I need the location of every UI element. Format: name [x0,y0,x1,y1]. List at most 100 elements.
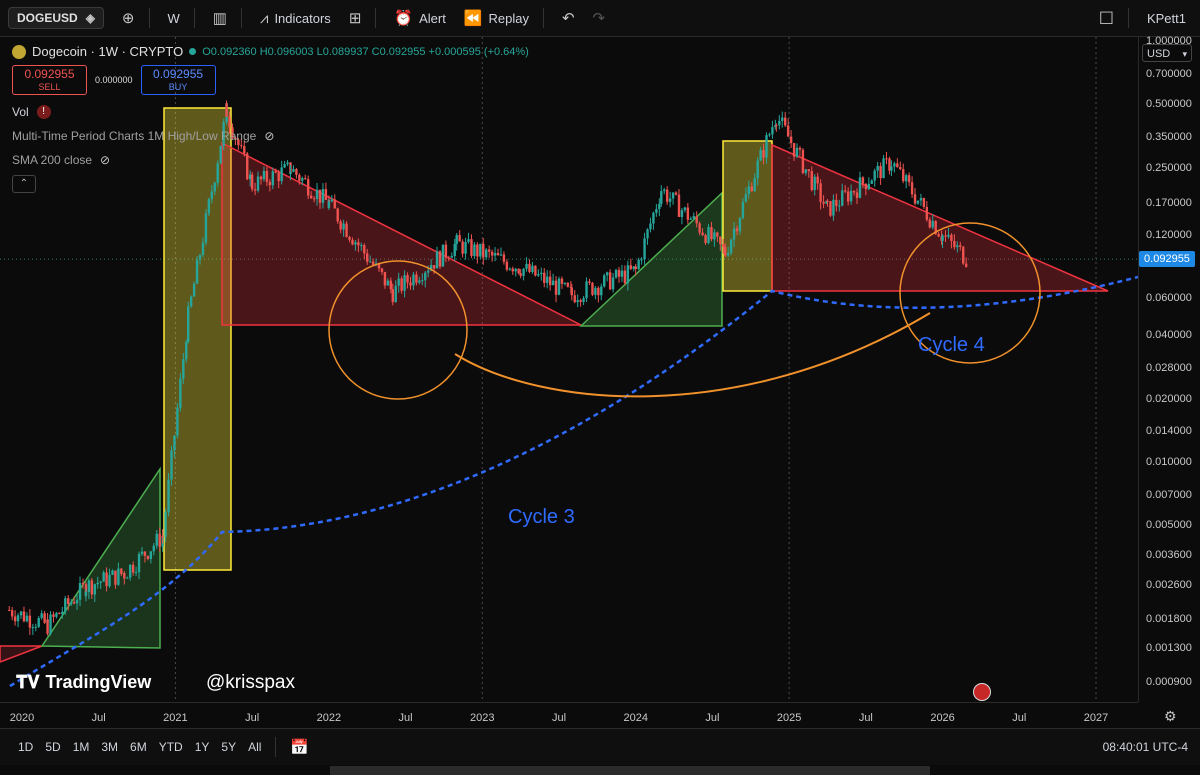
candle-body [366,253,369,262]
price-tick: 0.002600 [1146,579,1192,592]
time-label: 2020 [9,712,35,724]
indicator-sma[interactable]: SMA 200 close ⊘ [12,153,529,167]
candle-body [253,189,257,191]
candle-body [243,146,246,154]
candle-body [426,270,430,273]
candle-body [569,286,573,288]
candle-body [409,282,412,286]
price-tick: 0.700000 [1146,67,1192,80]
us-flag-icon[interactable] [973,683,991,701]
candle-body [605,272,609,276]
user-menu[interactable]: KPett1 [1146,10,1186,26]
candle-body [632,266,635,269]
candle-body [78,583,82,600]
candle-body [383,271,387,286]
candle-body [916,200,920,204]
candle-body [759,149,762,161]
candle-body [377,263,381,269]
time-label: Jul [551,712,567,724]
candle-body [179,378,182,408]
candle-body [876,165,879,171]
buy-button[interactable]: 0.092955 BUY [140,65,216,95]
market-open-icon [189,48,197,55]
redo-button[interactable]: ↷ [593,11,606,26]
price-tick: 1.000000 [1146,35,1192,47]
candle-body [75,599,79,604]
candle-body [286,162,289,165]
price-chart[interactable] [0,37,1138,702]
cycle-arc [454,312,931,398]
candle-body [424,272,427,281]
candle-body [240,145,243,147]
candle-body [55,612,58,617]
candle-body [826,200,829,202]
range-button-1m[interactable]: 1M [72,740,90,754]
candle-body [849,190,853,202]
candle-body [858,177,862,198]
time-axis[interactable]: 2020 Jul 2021 Jul 2022 Jul 2023 Jul 2024 Jul 2025 J… [0,702,1138,729]
candle-body [888,158,891,171]
candle-body [348,236,351,240]
templates-button[interactable]: ⊞ [349,11,362,26]
indicators-button[interactable]: ⩘ Indicators [260,11,331,26]
currency-selector[interactable]: USD ▾ [1142,44,1192,62]
candle-body [775,125,778,127]
candle-body [479,243,482,257]
candle-body [719,236,722,245]
green-triangle-2020 [40,466,161,649]
lower-strip [330,766,930,775]
gear-icon[interactable]: ⚙ [1164,708,1177,724]
candle-body [816,176,819,184]
candle-body [511,268,514,272]
range-button-1d[interactable]: 1D [18,740,34,754]
replay-button[interactable]: ⏪ Replay [464,11,529,26]
symbol-search-button[interactable]: DOGEUSD ◈ [8,7,104,29]
candle-body [327,201,331,208]
candle-body [298,174,301,181]
indicator-mtp[interactable]: Multi-Time Period Charts 1M High/Low Ran… [12,129,529,143]
candle-body [482,243,485,258]
candle-body [167,479,170,513]
date-range-button[interactable]: 📅 [290,740,309,755]
candle-body [726,252,730,256]
sell-button[interactable]: 0.092955 SELL [12,65,87,95]
candle-body [464,241,467,254]
range-button-5d[interactable]: 5D [45,740,61,754]
candle-body [716,232,719,237]
layout-button[interactable]: ☐ [1099,10,1114,27]
candle-body [318,189,322,203]
candle-body [732,228,736,240]
candle-body [345,223,348,237]
candle-body [879,165,882,179]
candle-body [904,175,908,182]
candle-body [789,136,793,144]
eye-hidden-icon: ⊘ [264,129,275,143]
candle-body [371,261,375,265]
range-button-ytd[interactable]: YTD [158,740,183,754]
candle-body [412,274,415,286]
candle-body [185,342,188,360]
candle-body [611,277,615,290]
price-axis[interactable] [1138,37,1200,702]
range-button-all[interactable]: All [248,740,262,754]
candle-body [499,254,503,256]
dogecoin-icon [12,44,26,59]
candle-body [268,181,272,186]
candle-body [907,175,911,183]
collapse-legend-button[interactable]: ⌃ [12,175,36,193]
interval-button[interactable]: W [167,10,180,26]
time-label: 2023 [470,712,495,724]
range-button-5y[interactable]: 5Y [221,740,237,754]
candle-body [438,251,442,267]
range-button-3m[interactable]: 3M [101,740,119,754]
range-button-1y[interactable]: 1Y [194,740,210,754]
alert-button[interactable]: ⏰ Alert [394,11,445,26]
add-symbol-button[interactable]: ⊕ [122,11,135,26]
time-label: 2026 [930,712,955,724]
separator [1127,8,1129,28]
undo-button[interactable]: ↶ [562,11,575,26]
indicator-vol[interactable]: Vol ! [12,105,529,119]
range-button-6m[interactable]: 6M [130,740,147,754]
chart-type-button[interactable]: ▥ [213,11,227,26]
candle-body [277,172,280,182]
